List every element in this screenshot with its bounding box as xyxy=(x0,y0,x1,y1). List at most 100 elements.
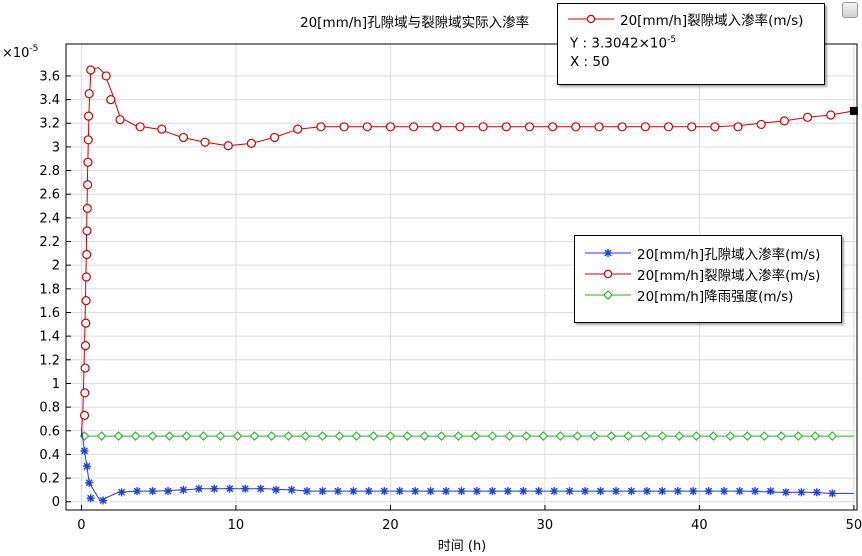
data-point-diamond xyxy=(453,431,464,441)
data-point-star xyxy=(612,487,620,496)
tooltip-circle-swatch-icon xyxy=(568,14,614,23)
data-point-circle xyxy=(409,122,419,132)
data-point-diamond xyxy=(640,431,651,441)
data-point-circle xyxy=(571,122,581,132)
y-tick-label: 2.2 xyxy=(39,235,60,250)
series-2 xyxy=(79,431,854,441)
data-point-star xyxy=(519,487,528,496)
data-point-diamond xyxy=(691,431,702,441)
data-point-diamond xyxy=(147,431,158,441)
data-point-diamond xyxy=(130,431,141,441)
data-point-circle xyxy=(548,122,558,132)
data-point-diamond xyxy=(300,431,311,441)
data-point-circle xyxy=(82,249,92,260)
plot-area-frame xyxy=(65,43,858,511)
data-point-star xyxy=(179,485,188,494)
legend-item-fracture: 20[mm/h]裂隙域入渗率(m/s) xyxy=(575,263,841,284)
window-corner-icon[interactable] xyxy=(842,2,858,18)
data-point-diamond xyxy=(555,431,566,441)
data-point-star xyxy=(426,487,435,496)
data-point-circle xyxy=(81,272,91,282)
data-point-circle xyxy=(223,141,233,151)
data-point-star xyxy=(164,487,172,496)
data-point-diamond xyxy=(623,431,634,441)
x-tick-label: 20 xyxy=(382,518,399,533)
data-point-circle xyxy=(478,122,488,132)
data-point-star xyxy=(256,484,265,493)
data-point-diamond xyxy=(521,431,532,441)
data-point-circle xyxy=(269,132,280,143)
y-axis-ticks: 0 0.2 0.4 0.6 0.8 1 1.2 1.4 1.6 1.8 2 2.2 2.4 2.6 2.8 3… xyxy=(39,69,71,510)
data-point-diamond xyxy=(198,431,209,441)
data-point-star xyxy=(457,487,466,496)
data-point-star xyxy=(80,446,89,455)
data-point-star xyxy=(117,488,126,497)
data-point-star xyxy=(781,488,790,497)
y-tick-label: 1 xyxy=(52,377,60,392)
data-point-circle xyxy=(81,318,91,328)
data-point-circle xyxy=(293,124,303,134)
data-point-circle xyxy=(802,112,813,122)
data-point-circle xyxy=(101,71,111,81)
data-point-circle xyxy=(710,122,720,132)
data-point-diamond xyxy=(351,431,362,441)
data-point-diamond xyxy=(776,431,787,441)
series-0 xyxy=(80,428,854,505)
data-point-star xyxy=(658,487,667,496)
data-point-circle xyxy=(246,138,256,148)
data-point-star xyxy=(380,487,389,496)
data-point-diamond xyxy=(487,431,498,441)
y-tick-label: 0.2 xyxy=(39,472,60,487)
data-point-star xyxy=(673,487,682,496)
y-tick-label: 2 xyxy=(52,259,60,274)
y-tick-label: 0.6 xyxy=(39,424,60,439)
chart-title: 20[mm/h]孔隙域与裂隙域实际入渗率 xyxy=(300,14,529,31)
data-point-star xyxy=(82,462,91,471)
data-point-star xyxy=(349,487,358,496)
y-tick-label: 2.6 xyxy=(39,188,60,203)
x-tick-label: 30 xyxy=(537,518,554,533)
y-tick-label: 1.6 xyxy=(39,306,60,321)
data-point-diamond xyxy=(317,431,328,441)
y-tick-label: 1.8 xyxy=(39,282,60,297)
data-point-diamond xyxy=(742,431,753,441)
data-point-circle xyxy=(826,110,836,120)
data-point-star xyxy=(766,487,775,496)
data-point-star xyxy=(194,484,203,493)
data-point-circle xyxy=(455,122,465,132)
data-point-star xyxy=(241,484,250,493)
data-point-star xyxy=(812,488,821,497)
data-point-circle xyxy=(81,296,91,306)
x-tick-label: 40 xyxy=(691,518,708,533)
x-axis-ticks: 0 10 20 30 40 50 xyxy=(77,505,862,533)
data-point-star xyxy=(596,487,605,496)
data-point-circle xyxy=(79,410,90,420)
y-tick-label: 0.4 xyxy=(39,448,60,463)
data-point-diamond xyxy=(436,431,447,441)
data-point-star xyxy=(333,487,342,496)
data-point-circle xyxy=(157,124,167,134)
data-point-diamond xyxy=(113,431,124,441)
data-point-diamond xyxy=(215,431,226,441)
legend: 20[mm/h]孔隙域入渗率(m/s) 20[mm/h]裂隙域入渗率(m/s) … xyxy=(574,235,842,323)
data-point-star xyxy=(488,487,497,496)
data-point-circle xyxy=(82,226,92,236)
data-point-star xyxy=(689,487,698,496)
data-point-diamond xyxy=(810,431,821,441)
tooltip-x-value: X : 50 xyxy=(570,54,610,70)
data-point-circle xyxy=(83,157,93,167)
data-point-circle xyxy=(80,363,90,373)
data-point-circle xyxy=(135,122,145,132)
highlight-point-marker[interactable] xyxy=(849,106,858,115)
grid-lines xyxy=(66,44,857,510)
data-point-star xyxy=(503,487,512,496)
data-point-star xyxy=(534,487,543,496)
data-point-circle xyxy=(106,94,116,105)
data-point-circle xyxy=(756,119,766,130)
data-point-diamond xyxy=(164,431,175,441)
data-point-diamond xyxy=(283,431,294,441)
data-point-star xyxy=(550,487,559,496)
data-point-star xyxy=(735,487,744,496)
tooltip-y-value: Y : 3.3042×10-5 xyxy=(570,35,677,52)
